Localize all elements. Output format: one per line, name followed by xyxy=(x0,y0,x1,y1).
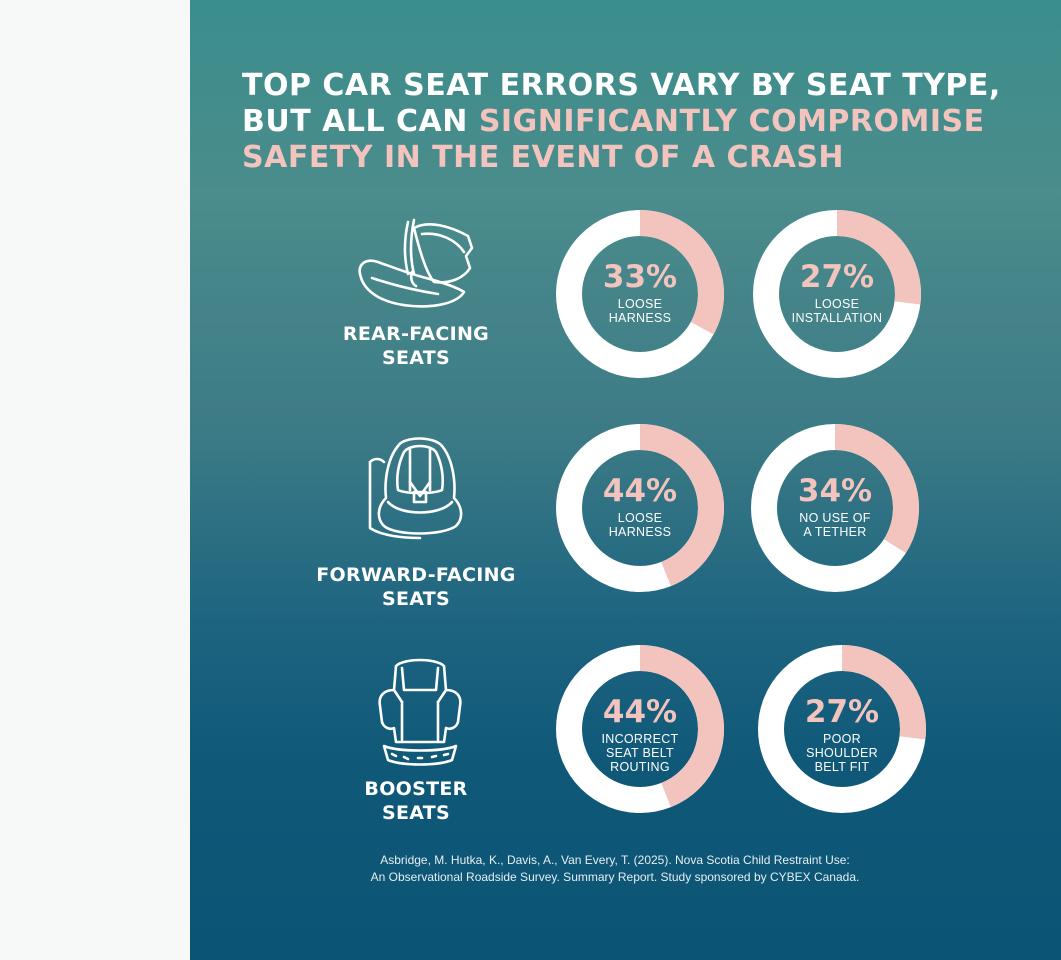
donut-value-arc xyxy=(753,210,921,378)
donut-percent: 44% xyxy=(602,694,678,730)
forward-facing-seat-icon xyxy=(368,437,463,540)
donut-ring xyxy=(556,645,724,813)
donut-ring xyxy=(751,424,919,592)
donut-ring xyxy=(753,210,921,378)
donut-caption: INCORRECT SEAT BELT ROUTING xyxy=(601,732,679,774)
booster-seat-icon xyxy=(378,658,462,766)
donut-value-arc xyxy=(556,424,724,592)
donut-value-arc xyxy=(751,424,919,592)
donut-ring xyxy=(556,210,724,378)
citation: Asbridge, M. Hutka, K., Davis, A., Van E… xyxy=(370,853,860,884)
donut-percent: 34% xyxy=(797,473,873,509)
headline-highlight: SIGNIFICANTLY COMPROMISE SAFETY IN THE E… xyxy=(242,104,985,175)
donut-rear-loose-harness: 33% LOOSE HARNESS xyxy=(555,209,725,379)
donut-caption: LOOSE HARNESS xyxy=(608,297,672,325)
donut-caption: LOOSE INSTALLATION xyxy=(791,297,883,325)
donut-percent: 27% xyxy=(804,694,880,730)
seat-label-rear-facing: REAR-FACING SEATS xyxy=(342,323,490,369)
infographic-panel: TOP CAR SEAT ERRORS VARY BY SEAT TYPE, B… xyxy=(190,0,1061,960)
rear-facing-seat-icon xyxy=(358,218,474,308)
donut-percent: 27% xyxy=(799,259,875,295)
donut-forward-loose-harness: 44% LOOSE HARNESS xyxy=(555,423,725,593)
seat-label-forward-facing: FORWARD-FACING SEATS xyxy=(316,564,516,610)
donut-percent: 44% xyxy=(602,473,678,509)
donut-ring xyxy=(758,645,926,813)
donut-rear-loose-installation: 27% LOOSE INSTALLATION xyxy=(752,209,922,379)
donut-value-arc xyxy=(556,645,724,813)
donut-booster-belt-routing: 44% INCORRECT SEAT BELT ROUTING xyxy=(555,644,725,814)
donut-value-arc xyxy=(758,645,926,813)
donut-booster-shoulder-belt: 27% POOR SHOULDER BELT FIT xyxy=(757,644,927,814)
donut-caption: NO USE OF A TETHER xyxy=(799,511,871,539)
donut-caption: LOOSE HARNESS xyxy=(608,511,672,539)
seat-label-booster: BOOSTER SEATS xyxy=(364,778,468,824)
headline: TOP CAR SEAT ERRORS VARY BY SEAT TYPE, B… xyxy=(242,68,1032,176)
donut-forward-no-tether: 34% NO USE OF A TETHER xyxy=(750,423,920,593)
donut-ring xyxy=(556,424,724,592)
donut-caption: POOR SHOULDER BELT FIT xyxy=(806,732,878,774)
donut-percent: 33% xyxy=(602,259,678,295)
donut-value-arc xyxy=(556,210,724,378)
headline-white: TOP CAR SEAT ERRORS VARY BY SEAT TYPE, B… xyxy=(242,68,1001,139)
